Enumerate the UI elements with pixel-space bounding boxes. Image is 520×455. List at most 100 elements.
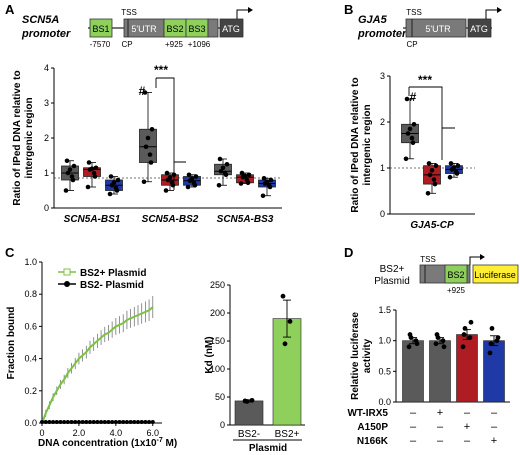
panel-a-axes: Ratio of IPed DNA relative to intergenic… [12, 63, 282, 225]
box-point [167, 175, 173, 180]
bar-point [460, 344, 466, 350]
a-ytick-label: 3 [44, 98, 49, 108]
luciferase-box [472, 264, 519, 284]
panel-d-luciferase-bars: Relative luciferase activity 0.0 0.5 1.0 1.… [347, 305, 510, 447]
legend-label-bs2-plus: BS2+ Plasmid [80, 268, 146, 279]
tss-label-a: TSS [121, 8, 137, 17]
bar-point [414, 341, 420, 347]
box-point [107, 191, 113, 197]
kd-cat-2: BS2+ [275, 429, 300, 440]
transcription-arrow-b [485, 9, 499, 19]
kd-ytick-label: 50 [215, 392, 225, 402]
atg-label-a: ATG [222, 24, 240, 34]
bs2-minus-point [65, 420, 70, 424]
gja5-promoter-diagram: GJA5 promoter 5'UTR ATG TSS CP [357, 7, 502, 49]
c-ytick-label: 0.0 [24, 418, 37, 428]
box-point [427, 172, 433, 178]
box-point [431, 177, 437, 182]
construct-position: +925 [447, 286, 466, 295]
d-row-label: WT-IRX5 [347, 408, 388, 419]
luciferase-construct-diagram: BS2+ Plasmid BS2 TSS +925 Luciferase [374, 254, 519, 295]
bs2-minus-point [69, 420, 74, 424]
utr-label-b: 5'UTR [425, 24, 451, 34]
box-point [429, 168, 435, 173]
bar-point [461, 332, 467, 337]
kd-ytick-label: 200 [210, 308, 225, 318]
box-point [216, 182, 222, 188]
b-ytick-label: 0 [380, 209, 385, 219]
bar-point [488, 341, 494, 347]
panel-letter-c: C [5, 245, 15, 260]
c-ylabel: Fraction bound [6, 307, 17, 380]
bs2-minus-point [47, 420, 52, 424]
pos-bs2: +925 [165, 40, 184, 49]
panel-c-binding-curve: Fraction bound DNA concentration (1x10-7… [6, 257, 177, 449]
box-point [409, 135, 415, 141]
box-point [448, 161, 454, 166]
c-xtick-label: 2.0 [73, 428, 86, 438]
d-ylabel-1: Relative luciferase [350, 312, 361, 400]
box-point [407, 126, 413, 132]
box-point [193, 174, 199, 179]
box-point [85, 184, 91, 190]
box-point [65, 170, 71, 176]
bar-0 [402, 340, 424, 403]
box-point [426, 161, 432, 166]
bar-point [441, 344, 447, 350]
box-point [224, 161, 230, 167]
box-point [455, 163, 461, 168]
scn5a-promoter-name: SCN5A [22, 14, 59, 26]
box-point [163, 188, 169, 193]
a-group-label-1: SCN5A-BS1 [64, 214, 121, 225]
bs2-minus-point [113, 420, 118, 424]
bs2-minus-point [147, 420, 152, 424]
c-ytick-label: 0.6 [24, 321, 37, 331]
b-stars: *** [418, 73, 432, 87]
cp-label-b: CP [406, 40, 417, 49]
d-row-mark: + [464, 421, 470, 433]
c-ytick-label: 0.8 [24, 289, 37, 299]
d-row-mark: – [464, 435, 471, 447]
bar-point [434, 332, 440, 337]
luciferase-label: Luciferase [474, 270, 516, 280]
bs2-minus-point [110, 420, 115, 424]
bs2-label: BS2 [166, 24, 183, 34]
d-row-mark: – [437, 435, 444, 447]
bs2-minus-point [58, 420, 63, 424]
bs2-minus-point [102, 420, 107, 424]
bar-2 [456, 334, 478, 403]
box-point [64, 158, 70, 164]
box-point [261, 175, 267, 181]
construct-label-2: Plasmid [374, 276, 410, 287]
c-ytick-label: 0.2 [24, 386, 37, 396]
a-ytick-label: 2 [44, 133, 49, 143]
bs2-minus-point [150, 420, 155, 424]
box-point [403, 156, 409, 162]
d-ylabel-2: activity [362, 338, 373, 373]
bs2-minus-point [117, 420, 122, 424]
bar-point [489, 326, 495, 331]
a-ytick-label: 4 [44, 63, 49, 73]
box-point [404, 96, 410, 102]
d-row-mark: + [491, 435, 497, 447]
panel-letter-b: B [344, 2, 354, 17]
transcription-arrowhead-b [497, 7, 502, 13]
kd-ytick-label: 150 [210, 336, 225, 346]
box-point [268, 177, 274, 183]
d-row-mark: – [410, 407, 417, 419]
box-point [63, 188, 69, 193]
bs3-label: BS3 [188, 24, 205, 34]
box-point [142, 90, 148, 95]
utr-tail-a [207, 18, 219, 38]
bs2-minus-point [54, 420, 59, 424]
box-point [218, 168, 224, 174]
box-point [451, 165, 457, 170]
bs2-minus-point [76, 420, 81, 424]
bs2-minus-point [124, 420, 129, 424]
a-ytick-label: 0 [44, 203, 49, 213]
legend-marker-bs2-plus [63, 268, 71, 276]
tss-label-b: TSS [406, 8, 422, 17]
b-ytick-label: 2 [380, 117, 385, 127]
d-row-mark: – [410, 435, 417, 447]
box-point [69, 174, 75, 179]
